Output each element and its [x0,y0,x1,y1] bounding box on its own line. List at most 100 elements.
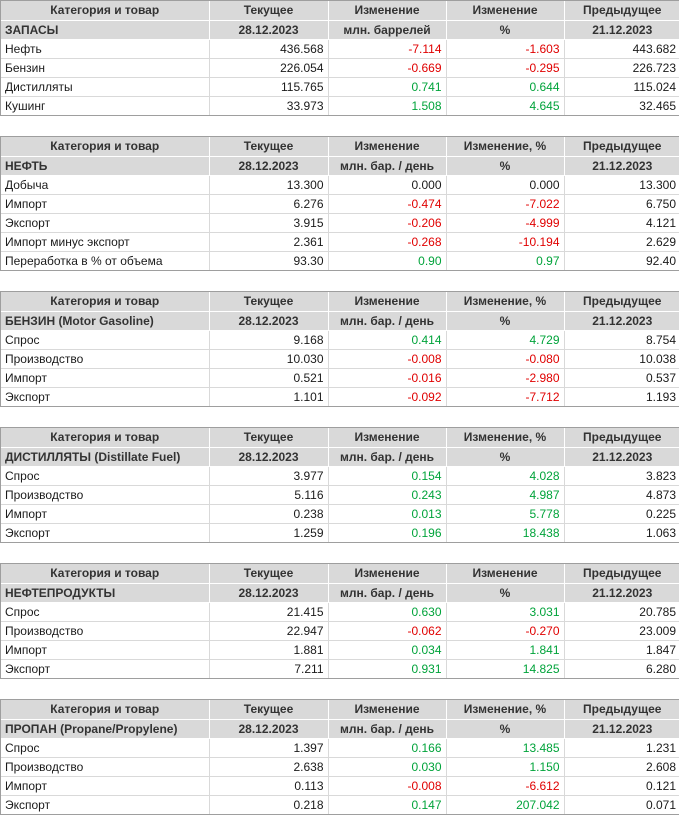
previous-date: 21.12.2023 [564,20,679,40]
current-value: 1.397 [209,738,329,758]
current-value: 5.116 [209,485,329,505]
percent-label: % [446,719,565,739]
change-value: -0.669 [328,58,447,78]
petroleum-products-table-grid: Категория и товар Текущее Изменение Изменен… [1,564,679,678]
crude-oil-table-grid: Категория и товар Текущее Изменение Изменен… [1,137,679,270]
column-header-change-pct: Изменение, % [446,137,565,157]
current-value: 93.30 [209,251,329,270]
change-pct-value: 1.841 [446,640,565,660]
table-row: Импорт 0.113 -0.008 -6.612 0.121 [1,776,679,796]
current-date: 28.12.2023 [209,583,329,603]
row-label: Спрос [1,330,210,350]
row-label: Импорт минус экспорт [1,232,210,252]
table-row: Экспорт 7.211 0.931 14.825 6.280 [1,659,679,678]
previous-date: 21.12.2023 [564,583,679,603]
column-header-current: Текущее [209,137,329,157]
previous-value: 2.629 [564,232,679,252]
previous-value: 2.608 [564,757,679,777]
current-value: 9.168 [209,330,329,350]
previous-value: 8.754 [564,330,679,350]
row-label: Кушинг [1,96,210,115]
change-pct-value: -0.270 [446,621,565,641]
table-row: Производство 2.638 0.030 1.150 2.608 [1,757,679,777]
table-title: ЗАПАСЫ [1,20,210,40]
current-value: 0.113 [209,776,329,796]
current-value: 7.211 [209,659,329,678]
row-label: Импорт [1,640,210,660]
current-value: 22.947 [209,621,329,641]
column-header-change-pct: Изменение [446,1,565,21]
previous-value: 1.193 [564,387,679,406]
column-header-current: Текущее [209,292,329,312]
table-row: Спрос 21.415 0.630 3.031 20.785 [1,602,679,622]
change-pct-value: -7.712 [446,387,565,406]
change-value: 0.196 [328,523,447,542]
change-value: -7.114 [328,39,447,59]
table-row: Бензин 226.054 -0.669 -0.295 226.723 [1,58,679,78]
gasoline-table: Категория и товар Текущее Изменение Изменен… [0,291,679,407]
current-value: 436.568 [209,39,329,59]
row-label: Нефть [1,39,210,59]
change-pct-value: 4.987 [446,485,565,505]
propane-table-grid: Категория и товар Текущее Изменение Изменен… [1,700,679,814]
percent-label: % [446,583,565,603]
unit-label: млн. бар. / день [328,311,447,331]
change-value: -0.008 [328,776,447,796]
previous-value: 0.225 [564,504,679,524]
propane-table: Категория и товар Текущее Изменение Изменен… [0,699,679,815]
current-value: 3.915 [209,213,329,233]
change-value: -0.206 [328,213,447,233]
table-title: НЕФТЕПРОДУКТЫ [1,583,210,603]
column-header-change-pct: Изменение, % [446,428,565,448]
column-header-category: Категория и товар [1,428,210,448]
change-value: 1.508 [328,96,447,115]
table-row: Спрос 3.977 0.154 4.028 3.823 [1,466,679,486]
row-label: Импорт [1,504,210,524]
distillate-table-grid: Категория и товар Текущее Изменение Изменен… [1,428,679,542]
change-pct-value: 0.644 [446,77,565,97]
change-value: 0.931 [328,659,447,678]
unit-label: млн. бар. / день [328,719,447,739]
change-pct-value: 4.028 [446,466,565,486]
column-header-previous: Предыдущее [564,1,679,21]
unit-label: млн. бар. / день [328,447,447,467]
table-row: Переработка в % от объема 93.30 0.90 0.97 92… [1,251,679,270]
change-value: 0.243 [328,485,447,505]
column-header-change: Изменение [328,137,447,157]
previous-value: 1.847 [564,640,679,660]
row-label: Бензин [1,58,210,78]
change-pct-value: -0.295 [446,58,565,78]
petroleum-products-table: Категория и товар Текущее Изменение Изменен… [0,563,679,679]
previous-value: 226.723 [564,58,679,78]
previous-value: 1.231 [564,738,679,758]
previous-value: 6.280 [564,659,679,678]
previous-value: 13.300 [564,175,679,195]
row-label: Производство [1,485,210,505]
current-value: 33.973 [209,96,329,115]
row-label: Дистилляты [1,77,210,97]
current-value: 115.765 [209,77,329,97]
change-value: 0.154 [328,466,447,486]
change-pct-value: 1.150 [446,757,565,777]
change-value: 0.030 [328,757,447,777]
table-row: Импорт 0.521 -0.016 -2.980 0.537 [1,368,679,388]
column-header-change: Изменение [328,428,447,448]
column-header-previous: Предыдущее [564,564,679,584]
change-pct-value: 0.000 [446,175,565,195]
column-header-previous: Предыдущее [564,292,679,312]
previous-value: 10.038 [564,349,679,369]
current-value: 6.276 [209,194,329,214]
row-label: Добыча [1,175,210,195]
table-row: Производство 10.030 -0.008 -0.080 10.038 [1,349,679,369]
previous-date: 21.12.2023 [564,156,679,176]
change-value: -0.474 [328,194,447,214]
column-header-change: Изменение [328,564,447,584]
row-label: Экспорт [1,213,210,233]
column-header-current: Текущее [209,700,329,720]
change-pct-value: -6.612 [446,776,565,796]
unit-label: млн. бар. / день [328,156,447,176]
column-header-current: Текущее [209,428,329,448]
current-value: 1.259 [209,523,329,542]
current-date: 28.12.2023 [209,447,329,467]
change-pct-value: -2.980 [446,368,565,388]
